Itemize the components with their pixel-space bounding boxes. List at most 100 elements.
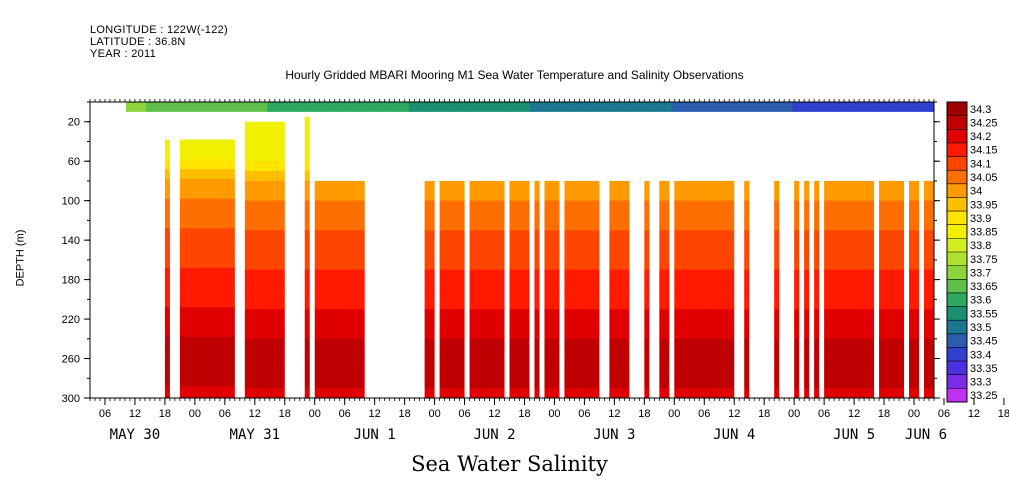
profile-cell [544,264,560,271]
profile-cell [794,180,800,187]
profile-cell [774,314,780,320]
surface-band-cell [792,102,814,112]
profile-cell [304,195,310,202]
profile-cell [534,368,540,374]
profile-cell [659,343,670,350]
surface-band-cell [711,102,733,112]
profile-cell [824,324,875,330]
x-hour-tick-label: 18 [638,408,650,420]
profile-cell [774,388,780,394]
profile-cell [609,294,630,300]
profile-cell [659,284,670,290]
profile-cell [244,225,285,231]
profile-cell [534,200,540,206]
profile-cell [909,240,920,246]
profile-cell [909,195,920,202]
profile-cell [164,307,170,313]
profile-cell [304,309,310,315]
profile-cell [794,205,800,211]
colorbar-swatch [947,333,967,348]
profile-cell [609,200,630,206]
profile-cell [179,356,235,362]
profile-cell [314,269,365,276]
profile-cell [509,210,530,216]
profile-cell [509,388,530,394]
profile-cell [544,180,560,187]
profile-cell [774,299,780,305]
profile-cell [879,190,905,197]
colorbar-swatch [947,265,967,280]
profile-cell [564,289,600,295]
profile-cell [774,220,780,226]
profile-cell [794,358,800,364]
profile-cell [439,259,465,266]
profile-cell [164,238,170,244]
profile-cell [544,215,560,221]
profile-column [774,180,780,399]
profile-cell [564,225,600,231]
profile-cell [304,274,310,280]
profile-cell [644,363,650,369]
surface-band-cell [247,102,268,112]
surface-band-cell [772,102,794,112]
profile-cell [659,254,670,261]
profile-cell [924,190,934,197]
profile-cell [544,328,560,335]
profile-cell [179,267,235,274]
profile-cell [609,279,630,285]
profile-cell [544,205,560,211]
surface-band-cell [267,102,289,112]
profile-cell [909,328,920,335]
profile-cell [824,254,875,261]
x-hour-tick-label: 12 [129,408,141,420]
profile-cell [609,324,630,330]
profile-cell [564,240,600,246]
profile-cell [924,235,934,241]
profile-cell [544,294,560,300]
profile-cell [469,225,505,231]
profile-cell [164,164,170,170]
profile-cell [924,383,934,389]
colorbar-swatch [947,102,967,116]
profile-cell [304,333,310,340]
profile-cell [774,324,780,330]
profile-cell [424,299,435,305]
profile-cell [824,205,875,211]
profile-cell [794,190,800,197]
profile-cell [544,363,560,369]
profile-cell [924,185,934,192]
profile-column [744,180,750,399]
profile-cell [644,185,650,192]
profile-cell [314,205,365,211]
profile-cell [509,373,530,379]
surface-band-cell [610,102,632,112]
profile-cell [164,331,170,338]
profile-cell [794,220,800,226]
profile-cell [544,269,560,276]
profile-cell [794,314,800,320]
profile-cell [644,225,650,231]
profile-cell [814,240,820,246]
profile-cell [674,180,735,187]
profile-cell [824,304,875,310]
profile-cell [314,324,365,330]
profile-cell [814,264,820,271]
x-hour-tick-label: 06 [578,408,590,420]
profile-cell [794,259,800,266]
profile-cell [644,215,650,221]
profile-cell [534,299,540,305]
profile-cell [794,378,800,384]
profile-cell [879,279,905,285]
profile-cell [659,368,670,374]
profile-cell [879,274,905,280]
profile-cell [164,159,170,165]
profile-cell [674,338,735,345]
profile-cell [804,245,810,251]
profile-cell [534,314,540,320]
surface-band-cell [408,102,430,112]
profile-cell [804,358,810,364]
profile-cell [424,314,435,320]
profile-cell [469,205,505,211]
profile-cell [509,195,530,202]
profile-cell [794,269,800,276]
